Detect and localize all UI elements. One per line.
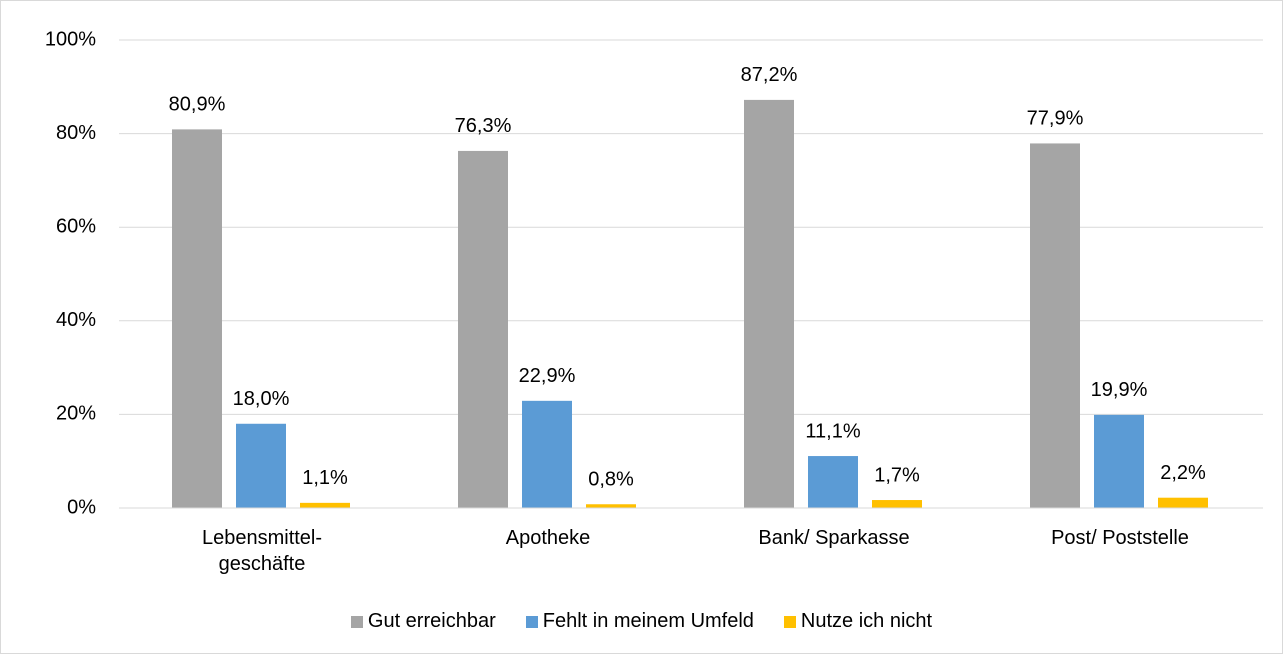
- legend-swatch: [783, 615, 796, 628]
- legend-label: Nutze ich nicht: [800, 610, 933, 632]
- bar: [872, 500, 922, 508]
- bar: [236, 423, 286, 508]
- data-label: 77,9%: [1027, 108, 1084, 130]
- data-label: 22,9%: [519, 365, 576, 387]
- x-tick-label: Bank/ Sparkasse: [758, 527, 910, 549]
- y-tick-label: 20%: [56, 403, 96, 425]
- data-label: 1,7%: [874, 464, 920, 486]
- legend-swatch: [350, 615, 363, 628]
- data-label: 11,1%: [805, 420, 860, 442]
- x-tick-label: Lebensmittel-geschäfte: [201, 527, 323, 575]
- data-label: 87,2%: [741, 64, 798, 86]
- data-label: 2,2%: [1160, 462, 1206, 484]
- bar: [522, 400, 572, 508]
- legend-label: Gut erreichbar: [367, 610, 496, 632]
- data-label: 80,9%: [169, 94, 226, 116]
- data-label: 18,0%: [233, 388, 290, 410]
- bar: [808, 456, 858, 508]
- bar: [1094, 414, 1144, 508]
- bar: [744, 99, 794, 509]
- legend-swatch: [525, 615, 538, 628]
- data-label: 19,9%: [1091, 379, 1148, 401]
- bar: [458, 150, 508, 508]
- x-tick-label: Apotheke: [505, 527, 591, 549]
- y-tick-label: 0%: [67, 496, 96, 518]
- bar: [1030, 143, 1080, 509]
- y-tick-label: 80%: [56, 122, 96, 144]
- bar: [300, 502, 350, 508]
- data-label: 0,8%: [588, 469, 634, 491]
- x-tick-label: Post/ Poststelle: [1051, 527, 1189, 549]
- y-tick-label: 60%: [56, 215, 96, 237]
- legend: Gut erreichbar Fehlt in meinem Umfeld Nutz…: [1, 610, 1282, 633]
- y-tick-label: 100%: [45, 28, 96, 50]
- legend-item: Gut erreichbar: [350, 610, 496, 633]
- y-tick-label: 40%: [56, 309, 96, 331]
- data-label: 1,1%: [302, 467, 348, 489]
- legend-label: Fehlt in meinem Umfeld: [542, 610, 754, 632]
- data-label: 76,3%: [455, 115, 512, 137]
- legend-item: Nutze ich nicht: [783, 610, 933, 633]
- legend-item: Fehlt in meinem Umfeld: [525, 610, 754, 633]
- bar: [172, 129, 222, 508]
- bar: [586, 504, 636, 508]
- bar: [1158, 497, 1208, 508]
